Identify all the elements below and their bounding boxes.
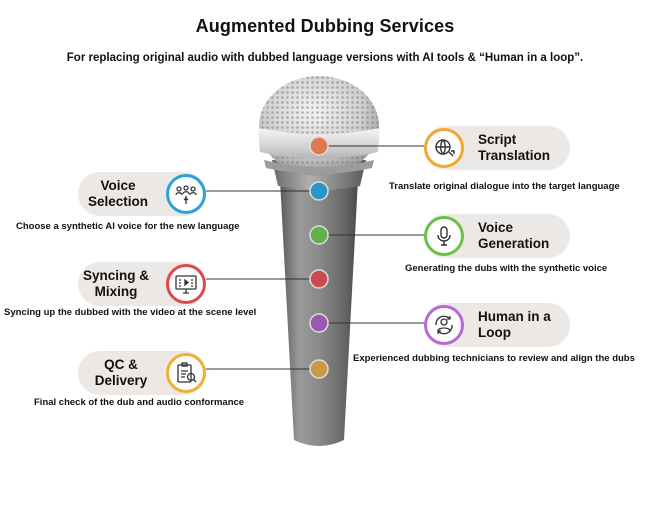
step-label: Script Translation	[478, 132, 551, 163]
step-label: Syncing & Mixing	[82, 268, 149, 299]
step-label: Voice Selection	[87, 178, 149, 209]
step-dot	[309, 269, 329, 289]
globe-translation-icon	[424, 128, 464, 168]
step-description: Choose a synthetic AI voice for the new …	[16, 221, 240, 232]
page-title: Augmented Dubbing Services	[195, 16, 455, 36]
video-monitor-icon	[166, 264, 206, 304]
step-description: Generating the dubs with the synthetic v…	[405, 263, 608, 274]
mic-handle	[280, 180, 358, 446]
person-loop-icon	[424, 305, 464, 345]
step-dot	[309, 136, 329, 156]
clipboard-check-icon	[166, 353, 206, 393]
step-description: Final check of the dub and audio conform…	[34, 397, 245, 408]
step-label: QC & Delivery	[94, 357, 148, 388]
step-description: Experienced dubbing technicians to revie…	[353, 353, 635, 364]
people-select-icon	[166, 174, 206, 214]
page-subtitle: For replacing original audio with dubbed…	[66, 52, 584, 64]
step-dot	[309, 225, 329, 245]
step-dot	[309, 181, 329, 201]
step-dot	[309, 313, 329, 333]
step-label: Human in a Loop	[478, 309, 551, 340]
step-description: Translate original dialogue into the tar…	[389, 181, 620, 192]
step-description: Syncing up the dubbed with the video at …	[4, 307, 257, 318]
microphone-icon	[424, 216, 464, 256]
step-label: Voice Generation	[478, 220, 550, 251]
step-dot	[309, 359, 329, 379]
